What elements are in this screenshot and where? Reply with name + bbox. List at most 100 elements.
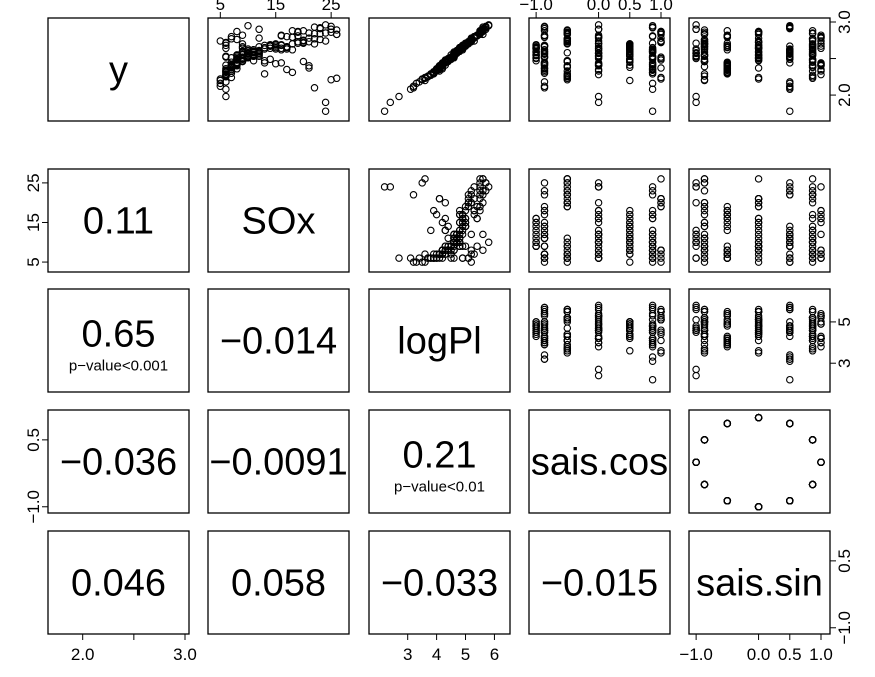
point-r0-c3-97 bbox=[648, 85, 657, 93]
point-r2-c3-121 bbox=[648, 303, 657, 312]
point-r1-c3-121 bbox=[648, 187, 657, 195]
point-r0-c1-144 bbox=[305, 64, 313, 72]
panel-r4-c1 bbox=[207, 530, 350, 635]
point-r1-c3-128 bbox=[563, 254, 572, 262]
point-r0-c3-173 bbox=[540, 48, 549, 56]
point-r1-c4-112 bbox=[808, 183, 817, 191]
point-r2-c4-116 bbox=[700, 316, 709, 324]
point-r0-c3-135 bbox=[594, 70, 603, 79]
point-r1-c4-70 bbox=[700, 206, 709, 215]
point-r1-c2-107 bbox=[473, 214, 481, 223]
point-r1-c3-181 bbox=[648, 183, 657, 191]
point-r1-c2-123 bbox=[432, 250, 441, 258]
point-r0-c4-92 bbox=[700, 26, 709, 34]
point-r2-c4-141 bbox=[692, 371, 700, 380]
point-r2-c4-184 bbox=[808, 336, 817, 345]
point-r0-c3-144 bbox=[657, 64, 665, 72]
point-r0-c3-164 bbox=[563, 57, 572, 66]
point-r0-c1-155 bbox=[233, 61, 241, 69]
point-r0-c1-170 bbox=[266, 55, 274, 64]
point-r0-c1-28 bbox=[316, 35, 324, 44]
point-r2-c4-175 bbox=[723, 334, 732, 343]
point-r0-c3-177 bbox=[594, 52, 603, 61]
point-r1-c3-170 bbox=[626, 222, 634, 231]
point-r1-c3-148 bbox=[563, 258, 572, 266]
point-r2-c3-90 bbox=[532, 318, 540, 326]
point-r0-c3-107 bbox=[648, 32, 657, 40]
point-r1-c2-128 bbox=[424, 254, 432, 262]
point-r1-c4-141 bbox=[692, 183, 700, 191]
point-r0-c3-127 bbox=[540, 33, 549, 42]
point-r1-c4-183 bbox=[817, 254, 825, 262]
point-r1-c3-16 bbox=[563, 238, 572, 247]
point-r1-c4-166 bbox=[700, 246, 709, 254]
point-r1-c2-172 bbox=[421, 175, 429, 183]
point-r0-c1-17 bbox=[260, 59, 269, 67]
correlation-value-r4-c2: −0.033 bbox=[381, 563, 498, 605]
tick-label-top-sox-0: 5 bbox=[216, 0, 225, 14]
tick-label-bottom-y-2: 3.0 bbox=[173, 645, 197, 664]
point-r0-c3-181 bbox=[648, 107, 657, 115]
point-r1-c2-167 bbox=[429, 206, 438, 215]
point-r3-c4-182 bbox=[808, 436, 817, 444]
point-r1-c3-13 bbox=[648, 191, 657, 199]
point-r1-c3-72 bbox=[657, 198, 665, 207]
point-r0-c3-179 bbox=[648, 70, 657, 78]
point-r0-c1-179 bbox=[260, 70, 269, 78]
point-r1-c4-174 bbox=[754, 218, 763, 227]
point-r0-c1-168 bbox=[222, 38, 230, 47]
point-r0-c4-158 bbox=[808, 46, 817, 54]
point-r0-c4-148 bbox=[808, 37, 817, 45]
point-r1-c4-86 bbox=[808, 230, 817, 239]
tick-label-right-logpl-0: 3 bbox=[835, 358, 854, 367]
point-r0-c3-188 bbox=[563, 37, 572, 46]
point-r1-c4-146 bbox=[808, 246, 817, 254]
point-r1-c2-116 bbox=[464, 202, 473, 211]
point-r3-c4-191 bbox=[723, 419, 732, 428]
tick-label-top-sais-cos-3: 1.0 bbox=[649, 0, 673, 14]
point-r0-c3-16 bbox=[563, 48, 572, 57]
point-r1-c3-73 bbox=[648, 258, 657, 266]
point-r1-c4-84 bbox=[754, 250, 763, 258]
point-r0-c3-15 bbox=[594, 37, 603, 45]
tick-label-bottom-sais-sin-1: 0.0 bbox=[747, 645, 771, 664]
point-r0-c1-139 bbox=[271, 59, 280, 68]
point-r0-c3-132 bbox=[657, 30, 665, 39]
point-r2-c4-77 bbox=[786, 305, 794, 314]
point-r0-c3-141 bbox=[594, 98, 603, 107]
point-r2-c3-133 bbox=[648, 326, 657, 334]
point-r1-c4-168 bbox=[754, 254, 763, 262]
point-r1-c4-17 bbox=[786, 226, 794, 235]
point-r2-c4-185 bbox=[786, 303, 794, 312]
point-r0-c1-184 bbox=[305, 62, 313, 70]
point-r2-c4-93 bbox=[692, 328, 700, 336]
point-r1-c4-72 bbox=[754, 198, 763, 207]
point-r0-c4-15 bbox=[817, 37, 825, 45]
point-r2-c4-111 bbox=[817, 334, 825, 343]
point-r1-c2-175 bbox=[438, 250, 447, 258]
point-r0-c3-143 bbox=[648, 39, 657, 47]
point-r1-c3-132 bbox=[657, 175, 665, 183]
point-r2-c3-7 bbox=[540, 307, 549, 316]
point-r1-c3-109 bbox=[648, 234, 657, 243]
panel-r2-c2 bbox=[368, 288, 511, 393]
point-r1-c3-14 bbox=[626, 250, 634, 258]
point-r2-c3-145 bbox=[648, 301, 657, 310]
tick-label-top-sox-2: 25 bbox=[322, 0, 341, 14]
point-r2-c4-127 bbox=[723, 311, 732, 320]
point-r0-c4-177 bbox=[692, 52, 700, 61]
point-r2-c3-109 bbox=[648, 324, 657, 332]
point-r1-c2-141 bbox=[386, 183, 395, 191]
tick-label-right-sais-sin-1: −1.0 bbox=[835, 611, 854, 645]
point-r0-c4-185 bbox=[786, 23, 794, 31]
point-r1-c2-174 bbox=[455, 218, 464, 227]
point-r2-c4-57 bbox=[692, 301, 700, 310]
point-r0-c3-136 bbox=[563, 27, 572, 35]
point-r2-c3-67 bbox=[540, 336, 549, 345]
point-r0-c1-161 bbox=[310, 84, 319, 92]
point-r2-c3-136 bbox=[563, 305, 572, 314]
point-r0-c4-166 bbox=[700, 51, 709, 60]
point-r0-c3-157 bbox=[648, 53, 657, 61]
point-r3-c4-184 bbox=[808, 480, 817, 489]
point-r2-c4-182 bbox=[808, 326, 817, 334]
